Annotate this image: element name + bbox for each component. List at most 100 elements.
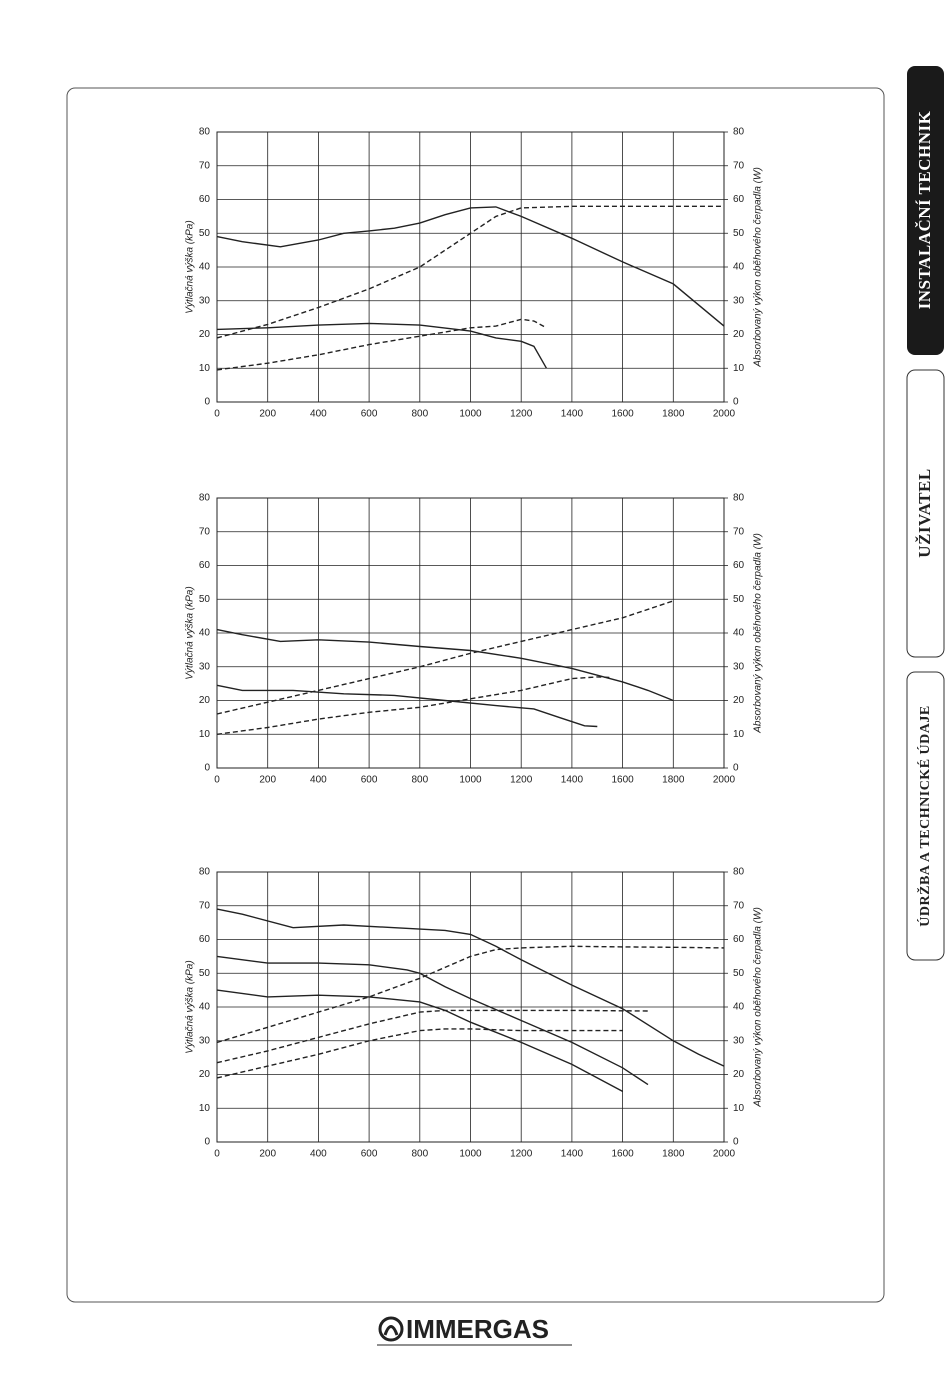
- y2-tick-label: 80: [733, 493, 745, 504]
- y-tick-label: 20: [199, 695, 211, 706]
- curve: [216, 1028, 623, 1079]
- x-tick-label: 800: [411, 409, 428, 420]
- y2-tick-label: 0: [733, 763, 739, 774]
- y-tick-label: 40: [199, 1002, 211, 1013]
- y2-tick-label: 40: [733, 1002, 745, 1013]
- x-tick-label: 1000: [459, 1149, 482, 1160]
- y-tick-label: 60: [199, 560, 211, 571]
- x-tick-label: 200: [259, 409, 276, 420]
- y2-tick-label: 70: [733, 900, 745, 911]
- y2-tick-label: 60: [733, 560, 745, 571]
- curve: [216, 205, 724, 339]
- x-tick-label: 600: [361, 1149, 378, 1160]
- tab-label[interactable]: ÚDRŽBA A TECHNICKÉ ÚDAJE: [916, 705, 933, 926]
- y-axis-label: Výtlačná výška (kPa): [185, 586, 196, 679]
- y2-tick-label: 10: [733, 729, 745, 740]
- y-tick-label: 70: [199, 900, 211, 911]
- curve: [216, 908, 725, 1067]
- x-tick-label: 2000: [713, 409, 736, 420]
- plot-frame: [216, 497, 725, 769]
- x-tick-label: 800: [411, 775, 428, 786]
- y-tick-label: 60: [199, 934, 211, 945]
- curve: [216, 206, 725, 327]
- y-tick-label: 0: [204, 763, 210, 774]
- y-tick-label: 10: [199, 363, 211, 374]
- x-tick-label: 1000: [459, 409, 482, 420]
- x-tick-label: 1200: [510, 1149, 533, 1160]
- y-axis-label: Výtlačná výška (kPa): [185, 220, 196, 313]
- y2-tick-label: 50: [733, 228, 745, 239]
- y2-tick-label: 80: [733, 867, 745, 878]
- x-tick-label: 1000: [459, 775, 482, 786]
- y-axis-label: Výtlačná výška (kPa): [185, 960, 196, 1053]
- x-tick-label: 200: [259, 1149, 276, 1160]
- y-tick-label: 70: [199, 160, 211, 171]
- logo-icon: [378, 1316, 404, 1342]
- plot-frame: [216, 131, 725, 403]
- y2-tick-label: 20: [733, 695, 745, 706]
- y2-axis-label: Absorbovaný výkon oběhového čerpadla (W): [753, 533, 764, 734]
- curve: [216, 600, 674, 715]
- curve: [216, 318, 547, 371]
- y2-tick-label: 70: [733, 526, 745, 537]
- x-tick-label: 800: [411, 1149, 428, 1160]
- y-tick-label: 40: [199, 262, 211, 273]
- y-tick-label: 20: [199, 1069, 211, 1080]
- y2-tick-label: 30: [733, 661, 745, 672]
- y-tick-label: 10: [199, 729, 211, 740]
- y2-tick-label: 30: [733, 295, 745, 306]
- tab[interactable]: [906, 369, 945, 658]
- y2-tick-label: 10: [733, 1103, 745, 1114]
- y-tick-label: 50: [199, 228, 211, 239]
- plot-frame: [216, 871, 725, 1143]
- y-tick-label: 70: [199, 526, 211, 537]
- tab[interactable]: [906, 671, 945, 961]
- y-tick-label: 30: [199, 661, 211, 672]
- x-tick-label: 1400: [561, 1149, 584, 1160]
- x-tick-label: 1200: [510, 775, 533, 786]
- y2-tick-label: 60: [733, 194, 745, 205]
- y-tick-label: 50: [199, 594, 211, 605]
- frame: [66, 87, 885, 1303]
- y-tick-label: 80: [199, 493, 211, 504]
- tab-label[interactable]: INSTALAČNÍ TECHNIK: [915, 110, 934, 309]
- y-tick-label: 0: [204, 1137, 210, 1148]
- x-tick-label: 400: [310, 409, 327, 420]
- y2-tick-label: 10: [733, 363, 745, 374]
- x-tick-label: 600: [361, 775, 378, 786]
- x-tick-label: 0: [214, 1149, 220, 1160]
- curve: [216, 684, 598, 728]
- y-tick-label: 30: [199, 295, 211, 306]
- y2-tick-label: 60: [733, 934, 745, 945]
- y-tick-label: 50: [199, 968, 211, 979]
- x-tick-label: 1400: [561, 409, 584, 420]
- y2-tick-label: 80: [733, 127, 745, 138]
- curve: [216, 322, 548, 369]
- y-tick-label: 30: [199, 1035, 211, 1046]
- y-tick-label: 60: [199, 194, 211, 205]
- y2-tick-label: 0: [733, 1137, 739, 1148]
- y-tick-label: 80: [199, 127, 211, 138]
- y2-tick-label: 20: [733, 329, 745, 340]
- x-tick-label: 600: [361, 409, 378, 420]
- x-tick-label: 1400: [561, 775, 584, 786]
- curve: [216, 945, 725, 1044]
- x-tick-label: 1600: [611, 1149, 634, 1160]
- y2-axis-label: Absorbovaný výkon oběhového čerpadla (W): [753, 907, 764, 1108]
- x-tick-label: 400: [310, 1149, 327, 1160]
- x-tick-label: 1800: [662, 775, 685, 786]
- tab-label[interactable]: UŽIVATEL: [915, 468, 934, 557]
- y2-tick-label: 50: [733, 594, 745, 605]
- y-tick-label: 0: [204, 397, 210, 408]
- x-tick-label: 1200: [510, 409, 533, 420]
- x-tick-label: 1800: [662, 409, 685, 420]
- y2-tick-label: 0: [733, 397, 739, 408]
- y-tick-label: 20: [199, 329, 211, 340]
- curve: [216, 1009, 649, 1064]
- y2-axis-label: Absorbovaný výkon oběhového čerpadla (W): [753, 167, 764, 368]
- tab-active[interactable]: [907, 66, 944, 355]
- curve: [216, 676, 610, 735]
- y2-tick-label: 30: [733, 1035, 745, 1046]
- logo: IMMERGAS: [406, 1314, 549, 1344]
